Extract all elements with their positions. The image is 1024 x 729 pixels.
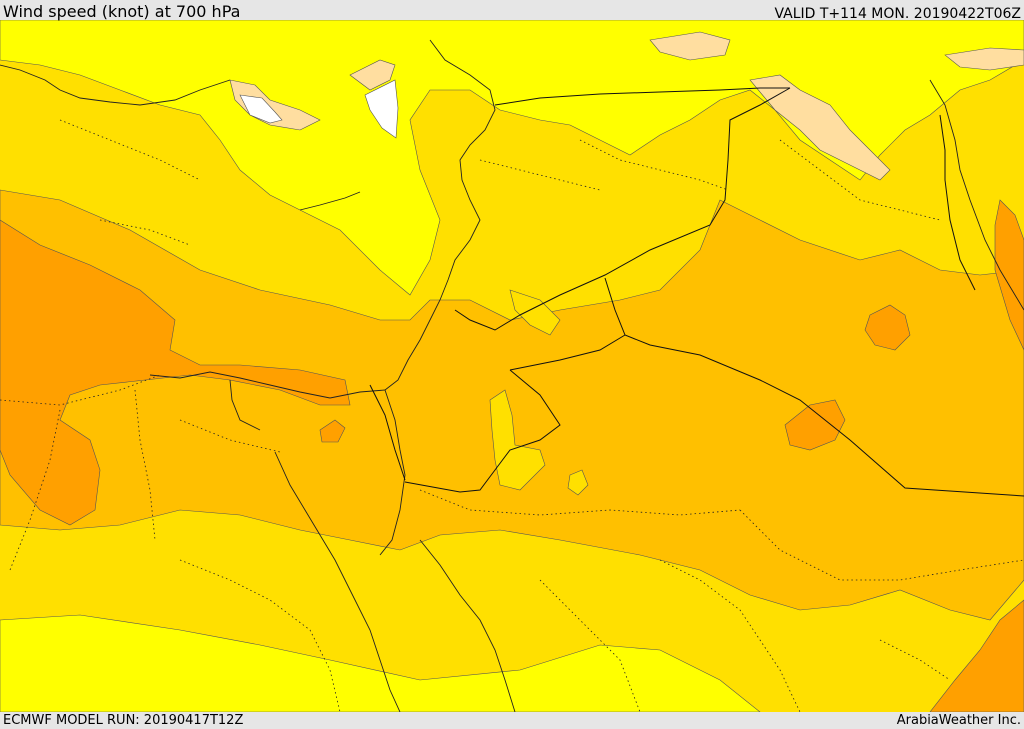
wind-speed-map — [0, 20, 1024, 712]
wind-band-gold-dot — [567, 469, 589, 496]
wind-band-orange-cyprus — [319, 419, 346, 443]
header-bar — [0, 0, 1024, 20]
footer-bar — [0, 712, 1024, 729]
wind-band-orange-iraq — [864, 304, 911, 351]
wind-band-peach-anatolia — [229, 79, 321, 131]
country-borders — [369, 87, 1024, 497]
wind-band-yellow-south — [0, 614, 761, 712]
valid-time-label: VALID T+114 MON. 20190422T06Z — [774, 6, 1021, 22]
coastlines — [0, 39, 1024, 712]
credit-label: ArabiaWeather Inc. — [896, 713, 1021, 728]
wind-band-peach-aegean — [349, 59, 396, 91]
wind-band-orange-west — [0, 219, 351, 526]
wind-band-orange-zagros — [994, 199, 1024, 351]
admin-boundaries — [0, 119, 1024, 712]
wind-band-gold-sinai — [489, 389, 546, 491]
wind-band-orange-east — [784, 399, 846, 451]
wind-band-peach-syria — [749, 74, 891, 181]
wind-band-gold-jordan — [509, 289, 561, 336]
wind-band-peach-caspian — [944, 47, 1024, 71]
wind-band-orange-southeast — [929, 599, 1024, 712]
map-title: Wind speed (knot) at 700 hPa — [3, 2, 241, 21]
wind-band-white — [239, 79, 399, 139]
wind-band-peach-north — [649, 31, 731, 61]
model-run-label: ECMWF MODEL RUN: 20190417T12Z — [3, 713, 244, 728]
